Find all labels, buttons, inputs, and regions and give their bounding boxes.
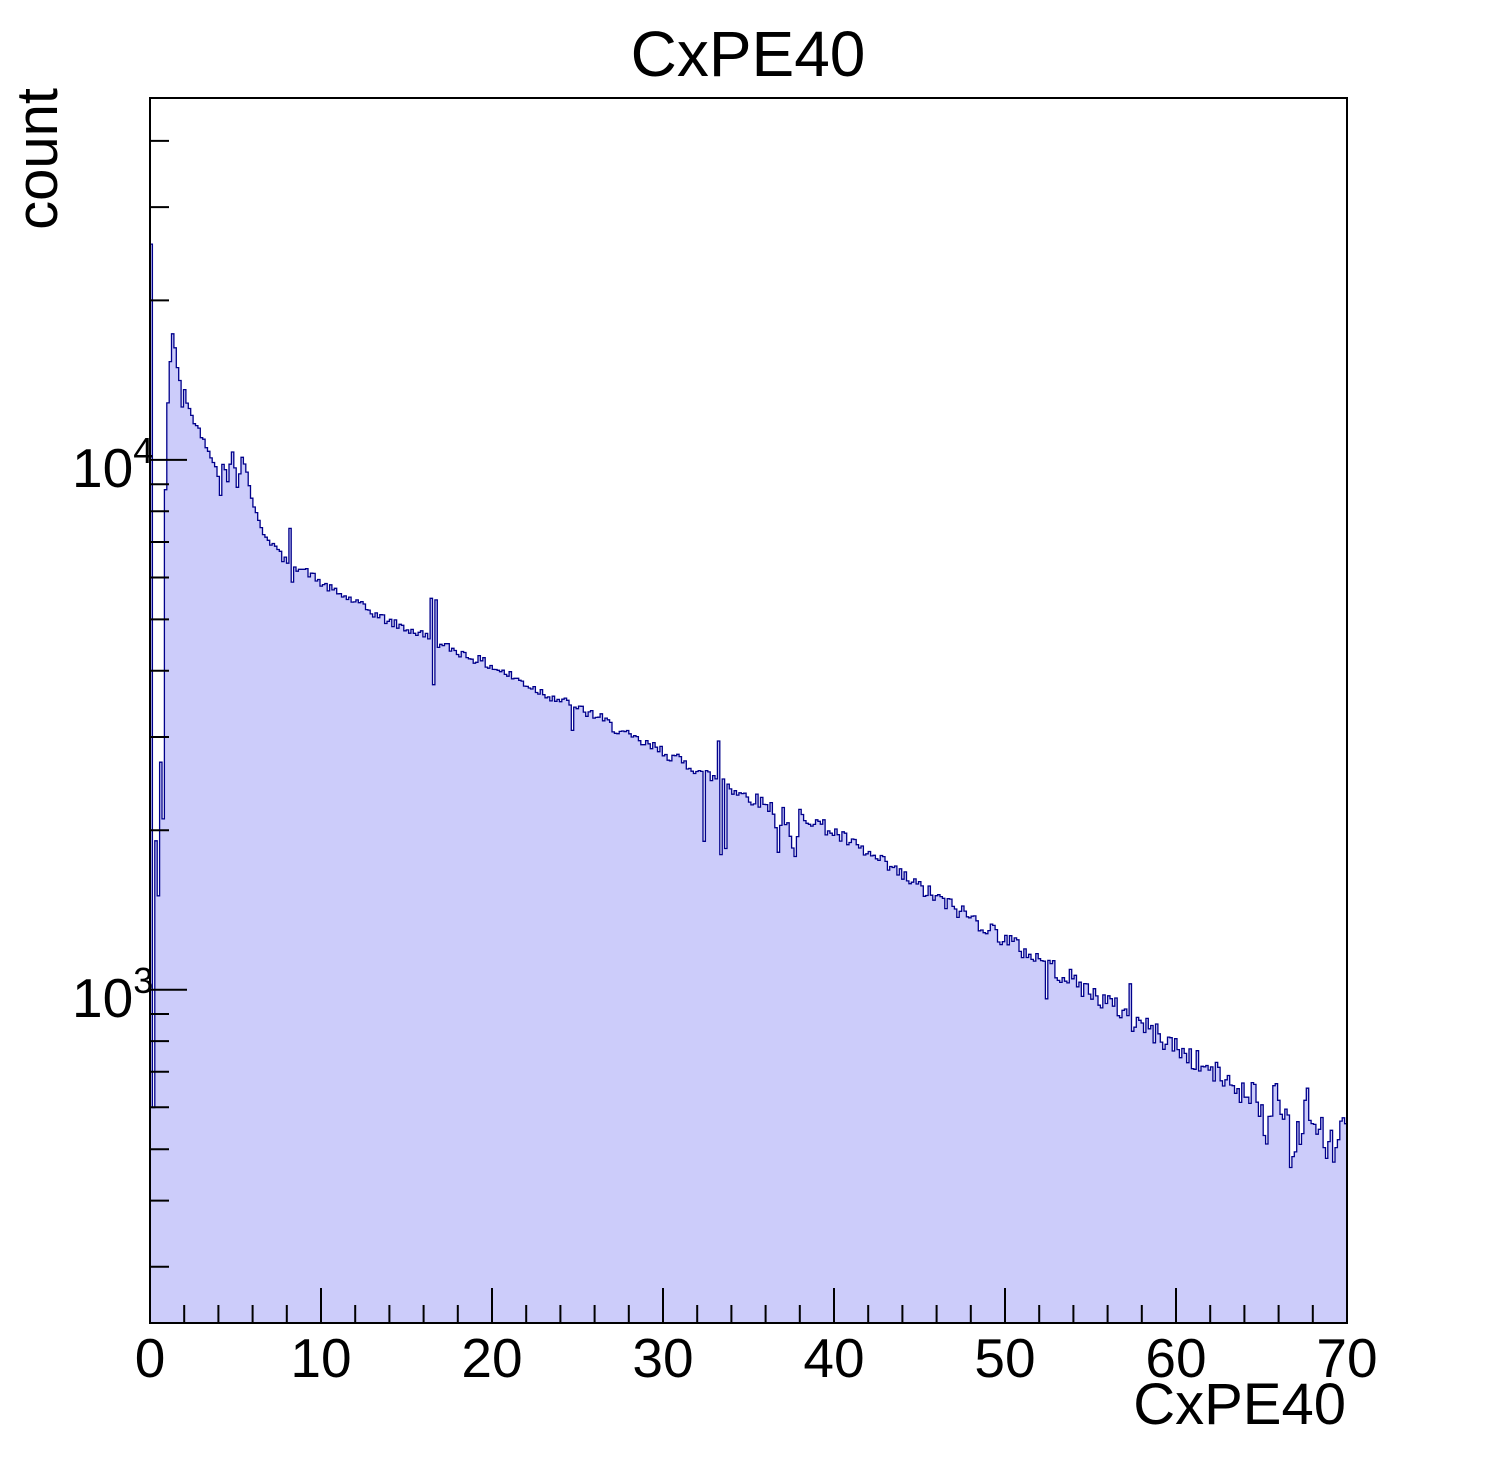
y-tick-label: 104 — [72, 430, 153, 499]
y-axis-label: count — [5, 88, 70, 230]
plot-frame — [149, 97, 1348, 1324]
x-tick-label: 30 — [632, 1327, 693, 1389]
y-tick-label: 103 — [72, 960, 153, 1029]
x-tick-label: 60 — [1145, 1327, 1206, 1389]
histogram-series — [149, 243, 1348, 1324]
x-tick-label: 70 — [1316, 1327, 1377, 1389]
x-axis-label: CxPE40 — [1133, 1372, 1346, 1437]
x-tick-label: 40 — [803, 1327, 864, 1389]
x-tick-label: 20 — [461, 1327, 522, 1389]
chart-title: CxPE40 — [631, 18, 866, 90]
plot-area: 0 10 20 30 40 50 60 70 103 104 — [72, 97, 1378, 1389]
x-tick-label: 10 — [290, 1327, 351, 1389]
x-tick-label: 0 — [135, 1327, 166, 1389]
x-tick-label: 50 — [974, 1327, 1035, 1389]
